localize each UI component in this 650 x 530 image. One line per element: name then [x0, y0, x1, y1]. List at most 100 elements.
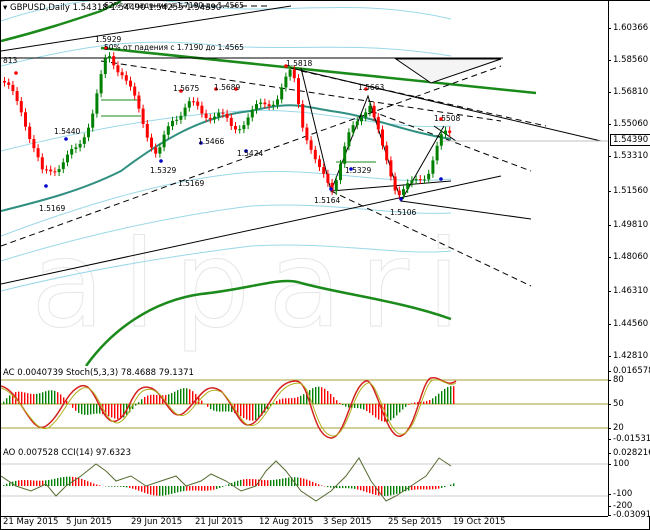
- fractal-marker: [179, 89, 183, 93]
- ac-bar: [291, 398, 293, 404]
- ao-bar: [387, 486, 389, 496]
- candle-body: [61, 162, 65, 170]
- ao-bar: [84, 480, 86, 486]
- price-pane[interactable]: alpari: [1, 1, 608, 367]
- ac-bar: [237, 404, 239, 415]
- candle-body: [192, 101, 195, 103]
- ao-bar: [75, 477, 77, 486]
- ao-bar: [360, 486, 362, 491]
- ohlc-values: 1.54318 1.54490 1.54255 1.54390: [72, 3, 222, 13]
- ac-bar: [357, 404, 359, 409]
- ao-bar: [369, 486, 371, 494]
- candle-body: [322, 167, 326, 174]
- ac-bar: [42, 392, 44, 404]
- ao-bar: [186, 486, 188, 491]
- candle-body: [343, 146, 347, 164]
- fractal-markers: [14, 46, 443, 201]
- ac-bar: [174, 391, 176, 404]
- ac-bar: [222, 404, 224, 412]
- ac-bar: [6, 398, 8, 404]
- candlestick-series: [3, 52, 452, 200]
- ao-bar: [69, 476, 71, 486]
- ac-bar: [366, 404, 368, 412]
- candle-body: [200, 105, 204, 114]
- ao-bar: [132, 486, 134, 489]
- ao-bar: [261, 479, 263, 486]
- ao-bar: [210, 486, 212, 491]
- indicator1-pane[interactable]: AC 0.0040739 Stoch(5,3,3) 78.4688 79.137…: [1, 366, 608, 447]
- candle-body: [49, 169, 53, 172]
- ac-bar: [435, 396, 437, 404]
- label-15329a: 1.5329: [150, 166, 176, 175]
- price-tick: 1.44560: [607, 319, 649, 329]
- ac-bar: [132, 404, 134, 410]
- candle-body: [339, 163, 342, 181]
- label-15164: 1.5164: [314, 196, 340, 205]
- candle-body: [376, 117, 380, 130]
- candle-body: [171, 120, 174, 127]
- ac-bar: [453, 386, 455, 404]
- ac-bar: [264, 404, 266, 413]
- ac-bar: [99, 404, 101, 414]
- candle-body: [166, 126, 170, 135]
- dropdown-icon: ▾: [3, 3, 8, 13]
- price-tick: 1.48060: [607, 252, 649, 262]
- fractal-marker: [104, 46, 108, 50]
- price-tick: 1.56810: [607, 87, 649, 97]
- note-50-percent: 50% от падения с 1.7190 до 1.4565: [104, 43, 244, 52]
- ao-bar: [51, 479, 53, 486]
- ao-bar: [48, 479, 50, 486]
- label-15818: 1.5818: [286, 59, 312, 68]
- candle-body: [36, 148, 40, 158]
- ac-bar: [411, 403, 413, 404]
- candle-body: [406, 183, 410, 190]
- candle-body: [103, 58, 107, 75]
- symbol-label: GBPUSD,Daily: [9, 3, 70, 13]
- ac-bar: [66, 400, 68, 404]
- ac-bar: [300, 395, 302, 404]
- candle-body: [74, 147, 78, 149]
- ac-bar: [282, 398, 284, 404]
- ao-bar: [30, 480, 32, 486]
- dashed-lines: [1, 5, 547, 287]
- ac-bar: [213, 404, 215, 411]
- candle-body: [141, 108, 145, 124]
- candle-body: [187, 101, 191, 108]
- ma-slow-top: [1, 1, 122, 43]
- label-15929: 1.5929: [95, 35, 121, 44]
- fractal-marker: [214, 87, 218, 91]
- ac-bar: [321, 387, 323, 404]
- label-15508: 1.5508: [434, 114, 460, 123]
- candle-body: [347, 132, 351, 147]
- date-tick: 19 Oct 2015: [453, 517, 506, 527]
- ao-bar: [120, 486, 122, 487]
- ao-bar: [288, 477, 290, 486]
- fractal-marker: [284, 64, 288, 68]
- candle-body: [330, 182, 334, 191]
- candle-body: [95, 93, 99, 114]
- ac-bar: [450, 386, 452, 404]
- price-chart-svg[interactable]: 1.5929 1.5675 1.5689 1.5818 1.5663 1.550…: [1, 1, 608, 366]
- candle-body: [78, 143, 82, 148]
- candle-body: [234, 126, 237, 130]
- ac-bar: [39, 393, 41, 404]
- ao-bar: [390, 486, 392, 496]
- ind1-tick: 0.0165784: [608, 366, 650, 376]
- ac-bar: [63, 397, 65, 404]
- candle-body: [246, 117, 250, 126]
- date-tick: 12 Aug 2015: [259, 517, 314, 527]
- ao-bar: [393, 486, 395, 495]
- indicator2-pane[interactable]: AO 0.007528 CCI(14) 97.6323: [1, 446, 608, 517]
- ao-bar: [159, 486, 161, 496]
- ac-bar: [285, 398, 287, 404]
- price-tick: 1.53310: [607, 151, 649, 161]
- ac-bar: [135, 404, 137, 406]
- current-price-marker: 1.54390: [610, 134, 650, 146]
- price-tick: 1.49810: [607, 220, 649, 230]
- ac-bar: [387, 404, 389, 422]
- candle-body: [259, 102, 263, 105]
- ac-bar: [114, 404, 116, 419]
- candle-body: [280, 87, 284, 100]
- ao-bar: [441, 486, 443, 488]
